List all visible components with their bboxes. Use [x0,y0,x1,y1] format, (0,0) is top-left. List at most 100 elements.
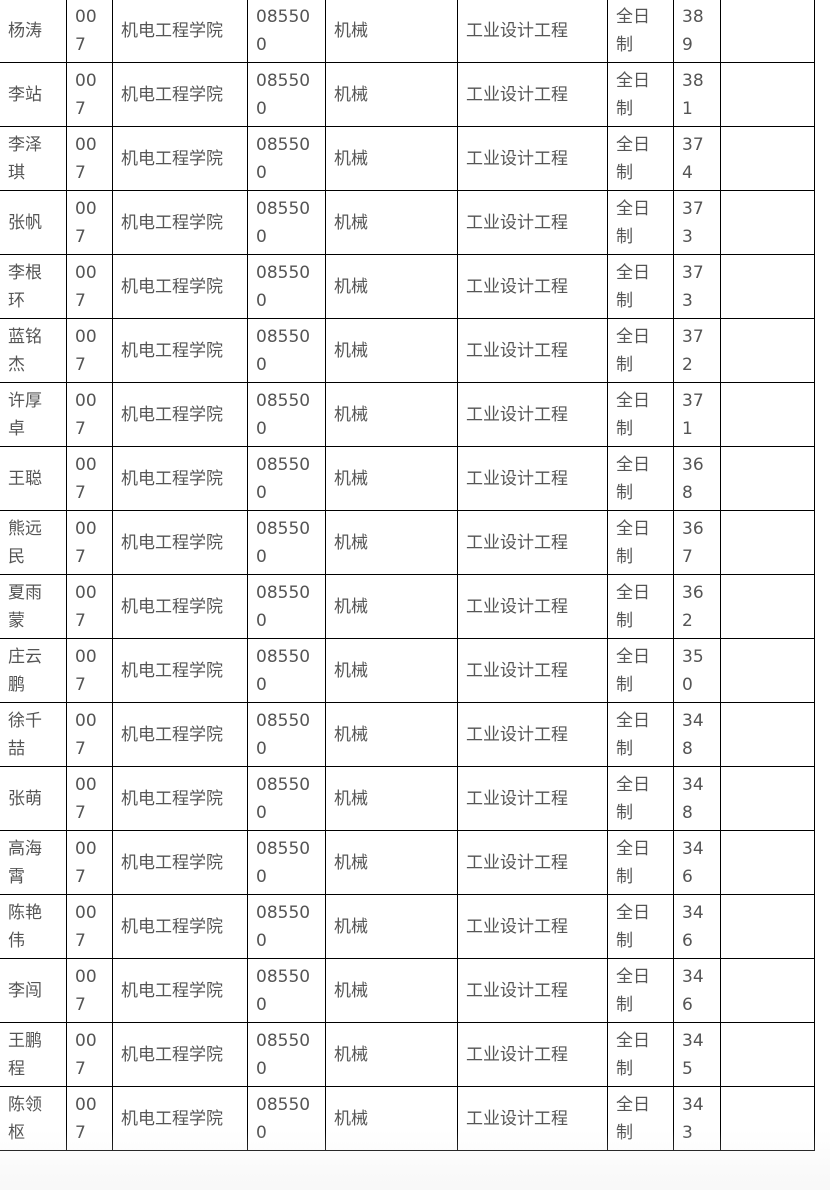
cell-note [720,1022,815,1087]
cell-major-code: 085500 [247,1086,326,1151]
table-row: 李根环 007 机电工程学院 085500 机械 工业设计工程 全日制 373 [0,254,815,319]
cell-code: 007 [66,1086,113,1151]
cell-direction: 工业设计工程 [457,958,608,1023]
cell-note [720,0,815,63]
cell-mode: 全日制 [607,382,674,447]
cell-mode: 全日制 [607,126,674,191]
cell-note [720,574,815,639]
cell-note [720,830,815,895]
cell-major: 机械 [325,510,458,575]
cell-name: 张帆 [0,190,67,255]
cell-name: 高海霄 [0,830,67,895]
cell-note [720,254,815,319]
cell-mode: 全日制 [607,702,674,767]
cell-direction: 工业设计工程 [457,894,608,959]
table-row: 熊远民 007 机电工程学院 085500 机械 工业设计工程 全日制 367 [0,510,815,575]
cell-major: 机械 [325,1022,458,1087]
cell-major: 机械 [325,254,458,319]
cell-name: 李站 [0,62,67,127]
cell-college: 机电工程学院 [112,190,248,255]
cell-college: 机电工程学院 [112,382,248,447]
cell-code: 007 [66,0,113,63]
cell-direction: 工业设计工程 [457,574,608,639]
cell-score: 362 [673,574,721,639]
cell-college: 机电工程学院 [112,830,248,895]
cell-score: 372 [673,318,721,383]
cell-college: 机电工程学院 [112,638,248,703]
table-row: 张帆 007 机电工程学院 085500 机械 工业设计工程 全日制 373 [0,190,815,255]
cell-score: 381 [673,62,721,127]
cell-code: 007 [66,254,113,319]
cell-direction: 工业设计工程 [457,318,608,383]
cell-score: 346 [673,958,721,1023]
cell-major-code: 085500 [247,0,326,63]
cell-major: 机械 [325,638,458,703]
cell-major-code: 085500 [247,1022,326,1087]
cell-code: 007 [66,1022,113,1087]
cell-major-code: 085500 [247,510,326,575]
cell-name: 蓝铭杰 [0,318,67,383]
cell-college: 机电工程学院 [112,766,248,831]
cell-name: 张萌 [0,766,67,831]
cell-college: 机电工程学院 [112,254,248,319]
cell-note [720,382,815,447]
cell-college: 机电工程学院 [112,1022,248,1087]
cell-major: 机械 [325,0,458,63]
cell-major-code: 085500 [247,766,326,831]
table-row: 李站 007 机电工程学院 085500 机械 工业设计工程 全日制 381 [0,62,815,127]
cell-note [720,702,815,767]
cell-name: 许厚卓 [0,382,67,447]
cell-major-code: 085500 [247,830,326,895]
cell-note [720,1086,815,1151]
table-row: 李泽琪 007 机电工程学院 085500 机械 工业设计工程 全日制 374 [0,126,815,191]
cell-direction: 工业设计工程 [457,190,608,255]
cell-name: 熊远民 [0,510,67,575]
cell-name: 李泽琪 [0,126,67,191]
cell-code: 007 [66,126,113,191]
cell-major: 机械 [325,702,458,767]
table-row: 王鹏程 007 机电工程学院 085500 机械 工业设计工程 全日制 345 [0,1022,815,1087]
cell-major: 机械 [325,574,458,639]
cell-name: 王鹏程 [0,1022,67,1087]
cell-direction: 工业设计工程 [457,1086,608,1151]
table-row: 陈领枢 007 机电工程学院 085500 机械 工业设计工程 全日制 343 [0,1086,815,1151]
table-row: 徐千喆 007 机电工程学院 085500 机械 工业设计工程 全日制 348 [0,702,815,767]
cell-mode: 全日制 [607,894,674,959]
cell-code: 007 [66,958,113,1023]
cell-score: 345 [673,1022,721,1087]
cell-name: 庄云鹏 [0,638,67,703]
table-row: 许厚卓 007 机电工程学院 085500 机械 工业设计工程 全日制 371 [0,382,815,447]
cell-major: 机械 [325,766,458,831]
cell-direction: 工业设计工程 [457,702,608,767]
cell-major-code: 085500 [247,894,326,959]
cell-note [720,894,815,959]
cell-major: 机械 [325,190,458,255]
table-row: 庄云鹏 007 机电工程学院 085500 机械 工业设计工程 全日制 350 [0,638,815,703]
table-row: 王聪 007 机电工程学院 085500 机械 工业设计工程 全日制 368 [0,446,815,511]
cell-major: 机械 [325,830,458,895]
cell-major-code: 085500 [247,638,326,703]
cell-mode: 全日制 [607,446,674,511]
cell-name: 夏雨蒙 [0,574,67,639]
cell-note [720,318,815,383]
cell-code: 007 [66,446,113,511]
cell-mode: 全日制 [607,574,674,639]
cell-college: 机电工程学院 [112,0,248,63]
cell-mode: 全日制 [607,254,674,319]
cell-mode: 全日制 [607,190,674,255]
cell-college: 机电工程学院 [112,702,248,767]
cell-college: 机电工程学院 [112,446,248,511]
cell-score: 374 [673,126,721,191]
cell-mode: 全日制 [607,766,674,831]
cell-major: 机械 [325,446,458,511]
cell-direction: 工业设计工程 [457,638,608,703]
cell-major: 机械 [325,958,458,1023]
cell-college: 机电工程学院 [112,126,248,191]
cell-major-code: 085500 [247,382,326,447]
cell-score: 348 [673,766,721,831]
cell-name: 王聪 [0,446,67,511]
cell-major: 机械 [325,382,458,447]
table-row: 李闯 007 机电工程学院 085500 机械 工业设计工程 全日制 346 [0,958,815,1023]
cell-note [720,638,815,703]
cell-code: 007 [66,766,113,831]
